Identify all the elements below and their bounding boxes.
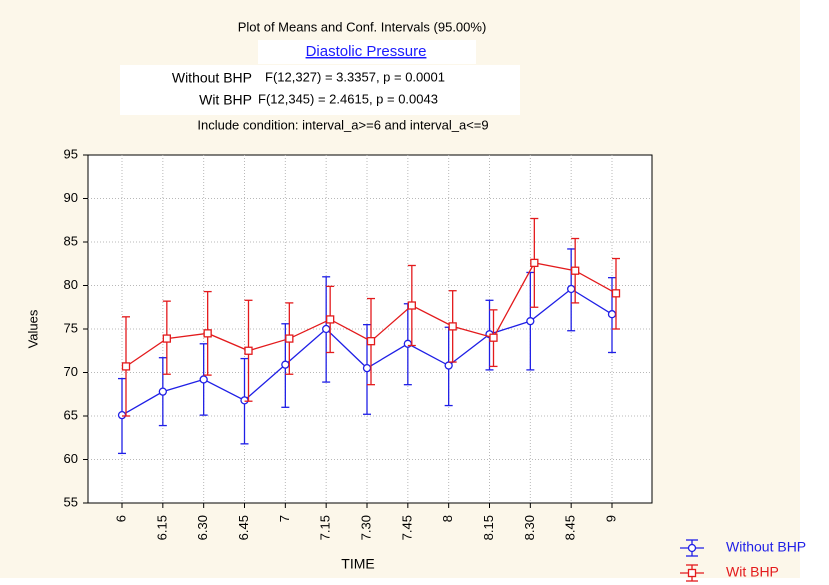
x-axis-title: TIME xyxy=(341,556,374,572)
x-tick-label: 6.30 xyxy=(195,515,210,540)
marker xyxy=(244,346,253,355)
x-tick-label: 9 xyxy=(603,515,618,522)
marker xyxy=(121,362,131,371)
x-tick-label: 6.45 xyxy=(236,515,251,540)
x-tick-label: 6 xyxy=(113,515,128,522)
chart-title: Plot of Means and Conf. Intervals (95.00… xyxy=(238,19,487,34)
marker xyxy=(285,334,294,343)
x-tick-label: 6.15 xyxy=(154,515,169,540)
marker xyxy=(281,360,290,369)
y-tick-label: 65 xyxy=(64,407,78,422)
marker xyxy=(326,315,335,324)
marker xyxy=(366,337,376,346)
condition-note: Include condition: interval_a>=6 and int… xyxy=(197,117,488,132)
marker xyxy=(567,284,576,294)
marker xyxy=(407,301,416,310)
annotation-background xyxy=(120,65,520,115)
legend-marker xyxy=(687,568,697,578)
marker xyxy=(530,258,539,268)
chart-subtitle: Diastolic Pressure xyxy=(306,43,427,60)
x-tick-label: 8.45 xyxy=(563,515,578,540)
marker xyxy=(526,317,535,326)
marker xyxy=(611,289,621,298)
annotation-stat: F(12,345) = 2.4615, p = 0.0043 xyxy=(258,91,438,106)
annotation-stat: F(12,327) = 3.3357, p = 0.0001 xyxy=(265,69,445,84)
x-tick-label: 8.30 xyxy=(522,515,537,540)
legend-marker xyxy=(687,543,697,553)
y-tick-label: 55 xyxy=(64,494,78,509)
marker xyxy=(203,329,212,338)
y-tick-label: 60 xyxy=(64,451,78,466)
annotation-label: Without BHP xyxy=(172,70,252,86)
subtitle-background xyxy=(258,40,476,64)
x-tick-label: 7.15 xyxy=(318,515,333,540)
y-tick-label: 85 xyxy=(64,233,78,248)
marker xyxy=(362,363,372,373)
marker xyxy=(158,387,167,396)
x-tick-label: 7.45 xyxy=(399,515,414,540)
marker xyxy=(162,334,171,343)
x-tick-label: 7.30 xyxy=(358,515,373,540)
y-tick-label: 90 xyxy=(64,190,78,205)
marker xyxy=(117,410,127,420)
marker xyxy=(403,339,412,348)
x-tick-label: 7 xyxy=(277,515,292,522)
y-axis-title: Values xyxy=(25,309,40,348)
marker xyxy=(444,361,453,370)
marker xyxy=(489,333,498,342)
annotation-label: Wit BHP xyxy=(199,92,252,108)
marker xyxy=(607,310,617,319)
marker xyxy=(448,322,457,331)
marker xyxy=(322,324,331,334)
marker xyxy=(240,396,249,405)
legend-label: Wit BHP xyxy=(726,564,779,580)
y-tick-label: 80 xyxy=(64,277,78,292)
marker xyxy=(199,375,208,384)
marker xyxy=(571,266,580,275)
y-tick-label: 95 xyxy=(64,146,78,161)
y-tick-label: 75 xyxy=(64,320,78,335)
x-tick-label: 8 xyxy=(440,515,455,522)
y-tick-label: 70 xyxy=(64,364,78,379)
legend-label: Without BHP xyxy=(726,539,806,555)
x-tick-label: 8.15 xyxy=(481,515,496,540)
